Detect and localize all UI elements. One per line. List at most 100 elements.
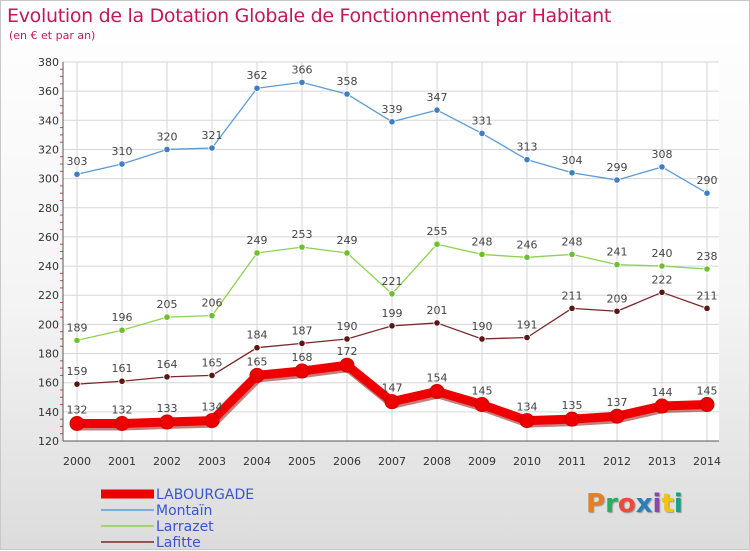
data-point [388, 322, 396, 330]
y-tick-label: 160 [38, 377, 59, 390]
data-point [114, 416, 130, 432]
data-point [478, 335, 486, 343]
proxiti-logo: Proxiti [586, 489, 683, 519]
data-label: 211 [562, 289, 583, 302]
x-tick-label: 2006 [333, 455, 361, 468]
data-label: 206 [202, 297, 223, 310]
data-point [564, 411, 580, 427]
data-point [384, 394, 400, 410]
data-point [523, 333, 531, 342]
data-point [163, 313, 171, 321]
data-point [253, 249, 261, 257]
data-point [703, 304, 711, 312]
legend-label: Larrazet [156, 519, 214, 535]
data-point [519, 413, 535, 429]
data-label: 331 [472, 114, 493, 127]
data-point [208, 371, 216, 380]
data-label: 246 [517, 238, 538, 251]
data-point [339, 357, 355, 373]
data-label: 248 [562, 235, 583, 248]
data-label: 154 [427, 371, 448, 384]
logo-letter: P [586, 489, 606, 519]
data-point [658, 163, 666, 171]
data-point [433, 106, 441, 114]
x-tick-label: 2007 [378, 455, 406, 468]
data-label: 159 [67, 365, 88, 378]
data-label: 132 [67, 404, 88, 417]
legend-item-lafitte: Lafitte [101, 535, 201, 551]
data-label: 196 [112, 311, 133, 324]
data-point [298, 339, 306, 347]
data-label: 201 [427, 304, 448, 317]
data-label: 308 [652, 148, 673, 161]
data-label: 184 [247, 329, 268, 342]
data-label: 320 [157, 130, 178, 143]
data-label: 145 [472, 385, 493, 398]
data-point [208, 312, 216, 320]
data-label: 339 [382, 103, 403, 116]
data-point [73, 380, 81, 388]
series-larrazet: 189 196 205 206 249 253 249 221 255 248 246 248 241 2… [67, 225, 718, 345]
data-label: 168 [292, 351, 313, 364]
data-label: 222 [652, 273, 673, 286]
x-tick-label: 2009 [468, 455, 496, 468]
data-point [69, 416, 85, 432]
data-label: 145 [697, 385, 718, 398]
data-label: 137 [607, 396, 628, 409]
data-label: 144 [652, 386, 673, 399]
data-point [208, 144, 216, 152]
data-point [474, 397, 490, 413]
data-label: 191 [517, 319, 538, 332]
data-label: 190 [337, 320, 358, 333]
data-label: 164 [157, 358, 178, 371]
y-tick-label: 140 [38, 406, 59, 419]
y-tick-label: 300 [38, 173, 59, 186]
series-labourgade: 132 132 133 134 165 168 172 147 154 145 134 135 137 1… [67, 345, 718, 432]
y-tick-label: 260 [38, 231, 59, 244]
data-point [568, 169, 576, 177]
data-point [163, 373, 171, 381]
data-point [159, 414, 175, 430]
data-label: 313 [517, 141, 538, 154]
data-label: 310 [112, 145, 133, 158]
series-monta-n: 303 310 320 321 362 366 358 339 347 331 313 304 299 3… [67, 63, 718, 197]
data-point [613, 176, 621, 184]
x-tick-label: 2012 [603, 455, 631, 468]
data-point [699, 397, 715, 413]
x-tick-label: 2010 [513, 455, 541, 468]
y-tick-label: 180 [38, 348, 59, 361]
y-tick-label: 360 [38, 85, 59, 98]
data-label: 147 [382, 382, 403, 395]
legend-label: Lafitte [156, 535, 201, 551]
data-point [703, 189, 711, 197]
data-label: 165 [202, 356, 223, 369]
data-label: 172 [337, 345, 358, 358]
data-point [703, 265, 711, 273]
x-tick-label: 2008 [423, 455, 451, 468]
data-label: 249 [337, 234, 358, 247]
data-label: 366 [292, 63, 313, 76]
y-tick-label: 380 [38, 56, 59, 69]
data-label: 290 [697, 174, 718, 187]
data-point [613, 261, 621, 269]
data-point [568, 250, 576, 259]
data-point [429, 383, 445, 399]
data-label: 347 [427, 91, 448, 104]
logo-letter: o [617, 489, 636, 519]
legend-item-larrazet: Larrazet [101, 519, 214, 535]
data-label: 165 [247, 355, 268, 368]
x-tick-label: 2011 [558, 455, 586, 468]
y-tick-label: 320 [38, 143, 59, 156]
data-label: 189 [67, 321, 88, 334]
data-point [298, 78, 306, 87]
data-label: 253 [292, 228, 313, 241]
data-label: 133 [157, 402, 178, 415]
legend-label: LABOURGADE [156, 487, 254, 503]
data-point [253, 84, 261, 92]
data-point [118, 326, 126, 334]
data-label: 221 [382, 275, 403, 288]
data-point [343, 335, 351, 343]
x-tick-label: 2003 [198, 455, 226, 468]
